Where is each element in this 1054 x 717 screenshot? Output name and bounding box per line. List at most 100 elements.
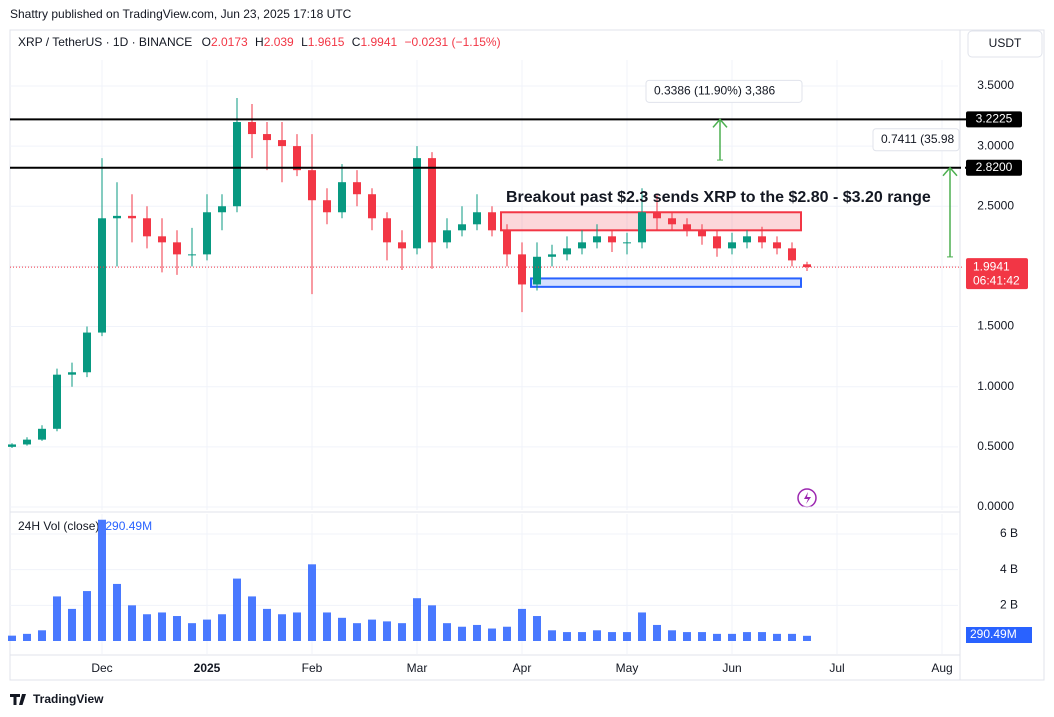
candle-body xyxy=(563,248,571,255)
volume-bar xyxy=(23,633,31,641)
candle-body xyxy=(473,212,481,225)
volume-bar xyxy=(188,623,196,641)
volume-bar xyxy=(203,619,211,641)
volume-tick-label: 2 B xyxy=(1000,598,1018,612)
volume-bar xyxy=(38,630,46,641)
y-tick-label: 3.0000 xyxy=(977,138,1014,152)
volume-bar xyxy=(593,630,601,641)
volume-bar xyxy=(338,617,346,641)
volume-bar xyxy=(668,630,676,641)
volume-bar xyxy=(488,628,496,641)
brand: TradingView xyxy=(33,692,104,706)
candle-body xyxy=(203,212,211,255)
candle-body xyxy=(248,122,256,135)
candle-body xyxy=(413,158,421,249)
candle-body xyxy=(668,218,676,225)
volume-bar xyxy=(548,630,556,641)
candle-body xyxy=(548,254,556,257)
measure-label-box xyxy=(645,79,803,103)
volume-bar xyxy=(293,612,301,641)
volume-bar xyxy=(53,596,61,641)
alert-bolt xyxy=(804,492,811,504)
candle-body xyxy=(23,439,31,445)
axis-cover xyxy=(961,140,965,170)
open-value: 2.0173 xyxy=(211,35,248,49)
volume-bar xyxy=(218,614,226,641)
ohlc-letter: L xyxy=(301,35,308,49)
volume-bar xyxy=(758,632,766,641)
candle-body xyxy=(68,372,76,375)
measure-label: 0.7411 (35.98 xyxy=(881,132,954,146)
candle-body xyxy=(683,224,691,231)
candle-body xyxy=(578,242,586,249)
level-label: 2.8200 xyxy=(976,160,1013,174)
high-value: 2.039 xyxy=(264,35,294,49)
candle-body xyxy=(593,236,601,243)
candle-body xyxy=(188,254,196,256)
header: XRP / TetherUS · 1D · BINANCE O2.0173 H2… xyxy=(18,35,501,49)
volume-bar xyxy=(698,632,706,641)
candle-body xyxy=(323,200,331,213)
candle-body xyxy=(173,242,181,255)
volume-bar xyxy=(233,578,241,641)
volume-bar xyxy=(773,633,781,641)
volume-bar xyxy=(143,614,151,641)
candle-body xyxy=(233,122,241,207)
chart-frame xyxy=(9,29,1045,681)
volume-bar xyxy=(638,612,646,641)
y-tick-label: 2.5000 xyxy=(977,198,1014,212)
currency: USDT xyxy=(989,36,1022,50)
measure-arrowhead xyxy=(942,166,958,177)
volume-bar xyxy=(8,635,16,641)
candle-body xyxy=(278,140,286,147)
last-price-box xyxy=(966,258,1028,290)
candle-body xyxy=(503,230,511,255)
volume-header: 24H Vol (close) 290.49M xyxy=(18,519,152,533)
close-value: 1.9941 xyxy=(360,35,397,49)
volume-bar xyxy=(518,608,526,641)
candle-body xyxy=(368,194,376,219)
symbol-title: XRP / TetherUS · 1D · BINANCE xyxy=(18,35,192,49)
candle-body xyxy=(8,444,16,447)
volume-bar xyxy=(368,619,376,641)
level-label: 3.2225 xyxy=(976,112,1013,126)
currency-button[interactable] xyxy=(967,30,1043,58)
volume-bar xyxy=(503,626,511,641)
ohlc-letter: O xyxy=(202,35,211,49)
level-label-box xyxy=(966,159,1022,176)
volume-bar xyxy=(173,616,181,641)
volume-bar xyxy=(428,605,436,641)
candle-body xyxy=(143,218,151,237)
candle-body xyxy=(773,242,781,249)
candle-body xyxy=(698,230,706,237)
volume-bar xyxy=(323,612,331,641)
candle-body xyxy=(743,236,751,243)
candle-body xyxy=(728,242,736,249)
ohlc-letter: H xyxy=(255,35,264,49)
candle-body xyxy=(263,134,271,141)
candle-body xyxy=(383,218,391,243)
volume-bar xyxy=(158,612,166,641)
x-tick-label: Jul xyxy=(829,661,844,675)
volume-bar xyxy=(713,633,721,641)
x-tick-label: 2025 xyxy=(194,661,221,675)
candle-body xyxy=(653,212,661,219)
ohlc-letter: C xyxy=(352,35,361,49)
x-tick-label: Apr xyxy=(513,661,532,675)
measure-label-box xyxy=(872,128,960,152)
x-tick-label: Aug xyxy=(931,661,952,675)
volume-bar xyxy=(728,633,736,641)
x-tick-label: Mar xyxy=(407,661,428,675)
volume-bar xyxy=(788,633,796,641)
candle-body xyxy=(293,146,301,171)
candle-body xyxy=(443,230,451,243)
volume-tick-label: 4 B xyxy=(1000,562,1018,576)
volume-bar xyxy=(113,583,121,641)
volume-bar xyxy=(803,635,811,641)
volume-bar xyxy=(263,608,271,641)
volume-bar xyxy=(278,614,286,641)
volume-bar xyxy=(308,564,316,641)
candle-body xyxy=(458,224,466,231)
publisher: Shattry published on TradingView.com, Ju… xyxy=(10,7,352,21)
